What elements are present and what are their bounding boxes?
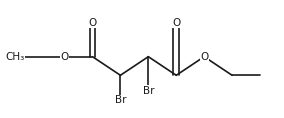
- Text: CH₃: CH₃: [5, 52, 24, 62]
- Text: O: O: [88, 18, 97, 27]
- Text: O: O: [200, 52, 208, 62]
- Text: Br: Br: [143, 86, 154, 96]
- Text: Br: Br: [115, 95, 126, 105]
- Text: O: O: [172, 18, 180, 27]
- Text: O: O: [60, 52, 69, 62]
